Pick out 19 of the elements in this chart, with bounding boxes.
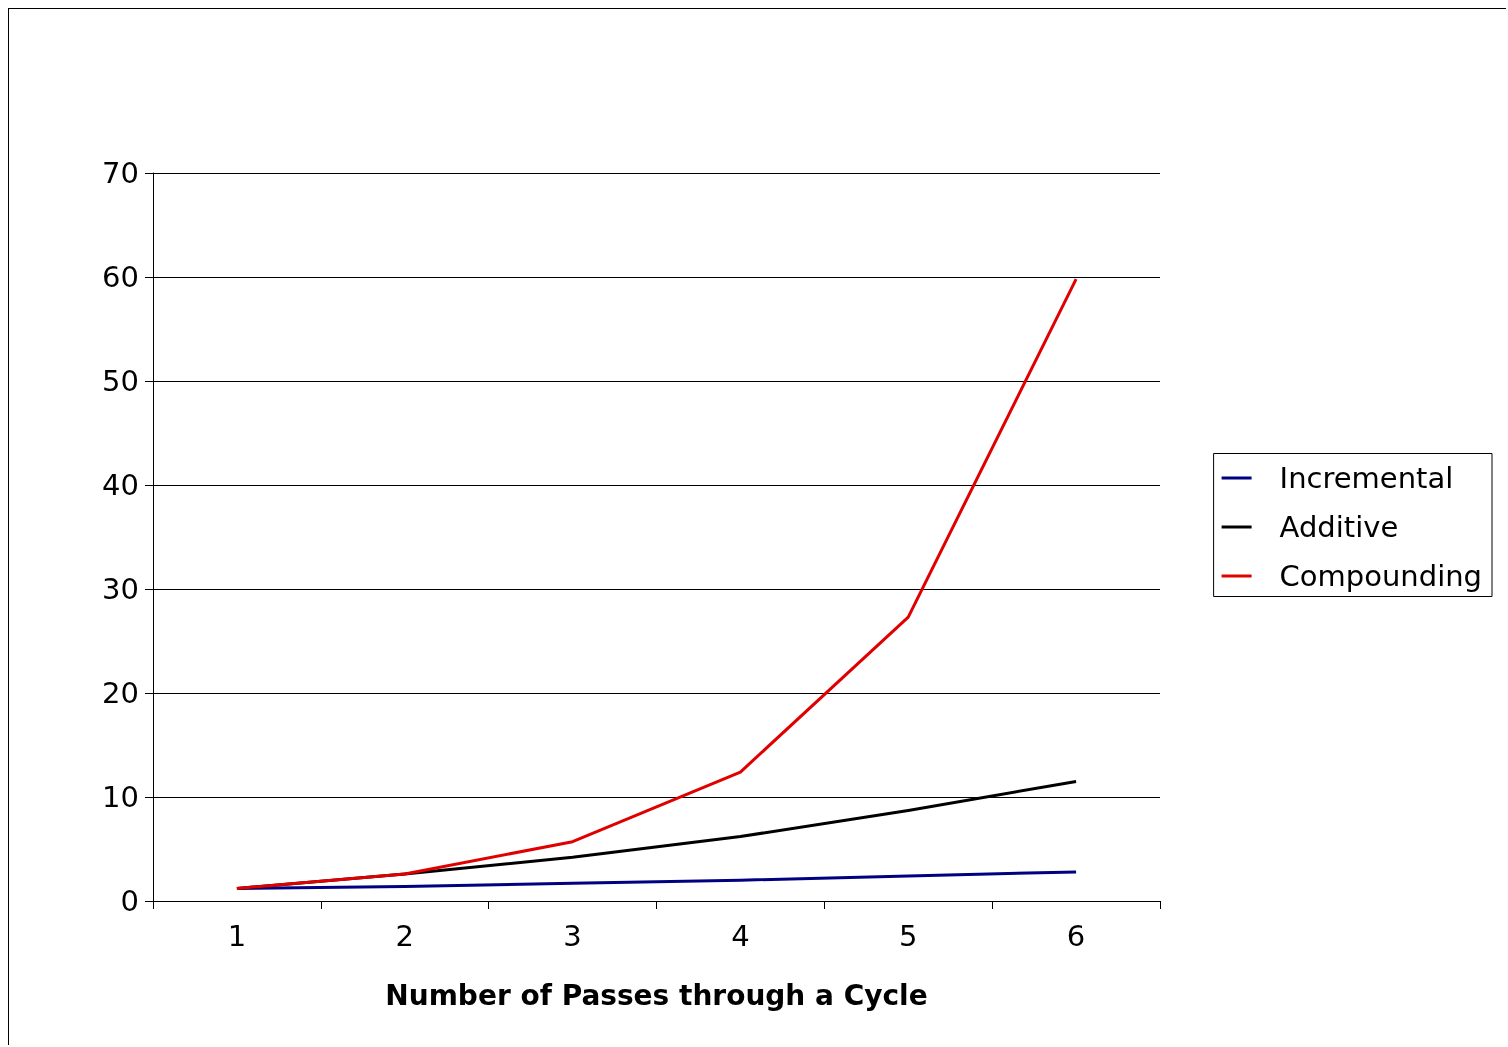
x-tick-label: 6 (1066, 918, 1086, 953)
y-tick-label: 0 (120, 884, 139, 918)
x-tick-label: 1 (227, 918, 247, 953)
y-tick-label: 50 (102, 364, 139, 398)
x-tick-label: 5 (899, 918, 918, 953)
legend-label: Compounding (1279, 559, 1482, 593)
x-tick-label: 2 (395, 918, 414, 953)
y-tick-label: 60 (102, 260, 139, 294)
legend-label: Additive (1279, 510, 1399, 544)
y-tick-label: 10 (102, 780, 139, 814)
x-tick-label: 4 (731, 918, 750, 953)
line-series (235, 277, 1078, 891)
x-tick-label: 3 (563, 918, 582, 953)
y-tick-label: 20 (102, 676, 139, 710)
legend-label: Incremental (1279, 461, 1454, 495)
y-tick-label: 70 (102, 156, 139, 190)
x-axis-title: Number of Passes through a Cycle (385, 978, 928, 1012)
y-tick-label: 30 (102, 572, 139, 606)
y-tick-label: 40 (102, 468, 139, 502)
